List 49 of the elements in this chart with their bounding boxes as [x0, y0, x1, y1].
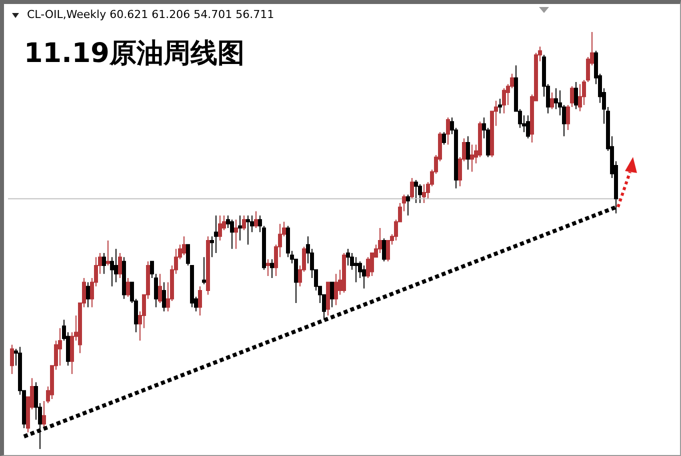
candlestick: [550, 92, 554, 110]
chart-subtitle: CL-OIL,Weekly 60.621 61.206 54.701 56.711: [27, 8, 274, 21]
candlestick: [214, 214, 218, 254]
candlestick: [246, 214, 250, 246]
candlestick: [102, 252, 106, 274]
candlestick: [242, 214, 246, 231]
candlestick: [422, 184, 426, 204]
candlestick: [574, 82, 578, 110]
candlestick: [158, 273, 162, 304]
candlestick: [414, 180, 418, 204]
candlestick: [10, 344, 14, 374]
candlestick: [58, 328, 62, 366]
candlestick: [446, 116, 450, 146]
candlestick: [254, 210, 258, 228]
candlestick: [346, 248, 350, 266]
candlestick: [370, 252, 374, 276]
candlestick: [198, 286, 202, 316]
candlestick: [218, 214, 222, 241]
candlestick: [270, 258, 274, 279]
candlestick: [114, 248, 118, 283]
candlestick: [382, 238, 386, 262]
candlestick: [498, 98, 502, 114]
candlestick: [126, 278, 130, 298]
candlestick: [86, 282, 90, 308]
candlestick: [182, 236, 186, 256]
candlestick: [354, 256, 358, 283]
candlestick: [362, 265, 366, 289]
candlestick: [118, 252, 122, 279]
candlestick: [466, 136, 470, 170]
candlestick: [106, 240, 110, 266]
candlestick: [378, 227, 382, 254]
candlestick: [162, 282, 166, 312]
candlestick: [418, 184, 422, 204]
candlestick: [470, 144, 474, 172]
candlestick: [266, 258, 270, 276]
candlestick: [406, 194, 410, 216]
candlestick: [410, 177, 414, 200]
candlestick: [334, 273, 338, 306]
candlestick: [230, 219, 234, 250]
candlestick: [366, 256, 370, 279]
candlestick: [202, 256, 206, 285]
candlestick: [234, 219, 238, 250]
candlestick: [526, 114, 530, 139]
candlestick: [330, 282, 334, 308]
candlestick: [238, 214, 242, 241]
candlestick: [502, 88, 506, 114]
candlestick: [578, 84, 582, 112]
chart-title: 11.19原油周线图: [24, 38, 244, 69]
candlestick: [442, 132, 446, 146]
